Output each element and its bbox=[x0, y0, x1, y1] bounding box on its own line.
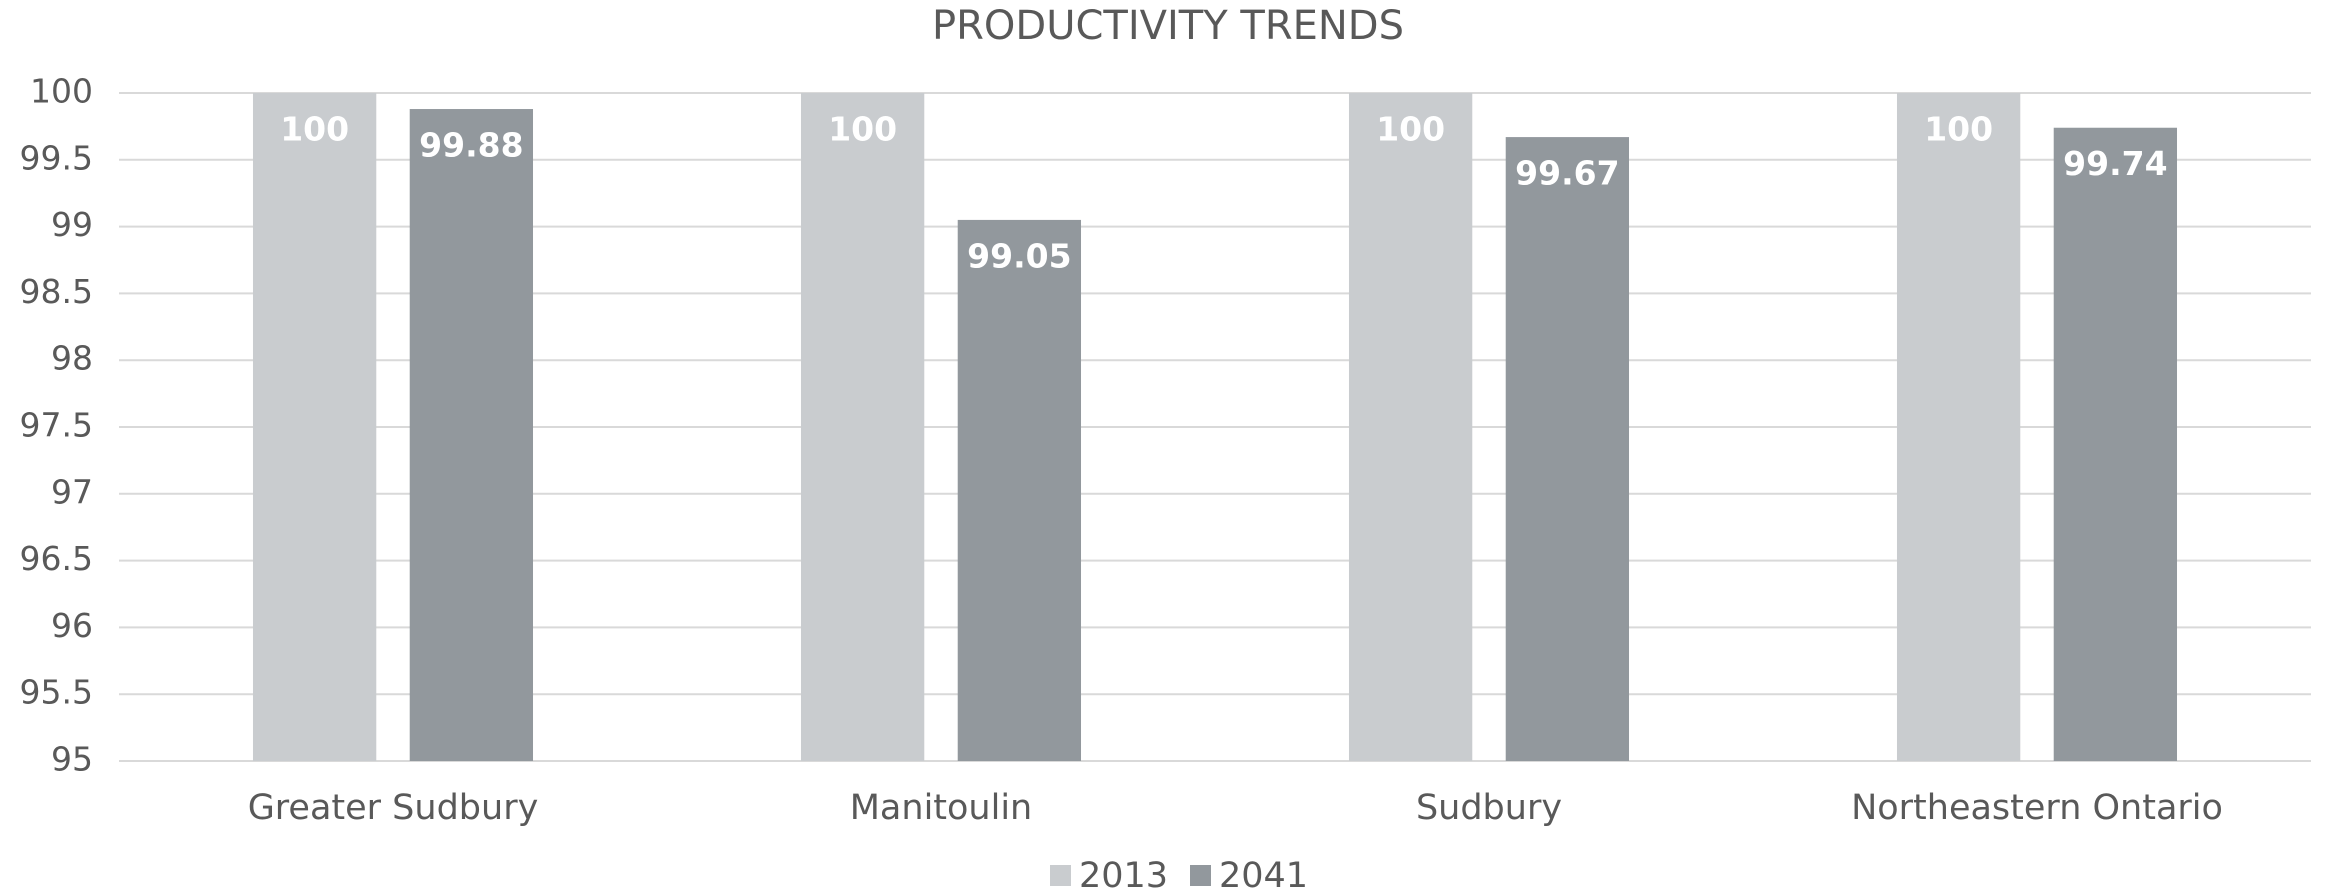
bar bbox=[1505, 137, 1630, 761]
x-tick-label: Greater Sudbury bbox=[248, 788, 539, 828]
y-tick-label: 96 bbox=[51, 606, 93, 645]
legend-label: 2013 bbox=[1079, 856, 1168, 895]
y-tick-label: 95.5 bbox=[20, 673, 93, 712]
bar bbox=[409, 109, 534, 762]
bar bbox=[957, 219, 1082, 762]
x-tick-label: Manitoulin bbox=[850, 788, 1033, 828]
y-tick-label: 97.5 bbox=[20, 406, 93, 445]
x-tick-label: Sudbury bbox=[1416, 788, 1562, 828]
data-label: 99.88 bbox=[419, 126, 523, 165]
bar bbox=[2053, 127, 2178, 761]
data-label: 100 bbox=[828, 110, 897, 149]
data-label: 100 bbox=[1924, 110, 1993, 149]
data-label: 100 bbox=[1376, 110, 1445, 149]
x-tick-label: Northeastern Ontario bbox=[1851, 788, 2223, 828]
legend-label: 2041 bbox=[1219, 856, 1308, 895]
y-tick-label: 100 bbox=[30, 72, 93, 111]
chart-title: PRODUCTIVITY TRENDS bbox=[932, 3, 1404, 49]
data-label: 99.05 bbox=[967, 236, 1071, 275]
bar bbox=[1348, 93, 1473, 761]
y-tick-label: 98.5 bbox=[20, 272, 93, 311]
data-label: 100 bbox=[280, 110, 349, 149]
data-label: 99.67 bbox=[1515, 154, 1619, 193]
y-tick-label: 97 bbox=[51, 472, 93, 511]
y-tick-label: 99 bbox=[51, 205, 93, 244]
legend-swatch bbox=[1190, 865, 1211, 886]
y-tick-label: 98 bbox=[51, 339, 93, 378]
legend-swatch bbox=[1050, 865, 1071, 886]
y-tick-label: 99.5 bbox=[20, 138, 93, 177]
bar bbox=[800, 93, 925, 761]
data-label: 99.74 bbox=[2063, 144, 2167, 183]
bar bbox=[1896, 93, 2021, 761]
y-tick-label: 96.5 bbox=[20, 539, 93, 578]
y-tick-label: 95 bbox=[51, 740, 93, 779]
bar bbox=[252, 93, 377, 761]
